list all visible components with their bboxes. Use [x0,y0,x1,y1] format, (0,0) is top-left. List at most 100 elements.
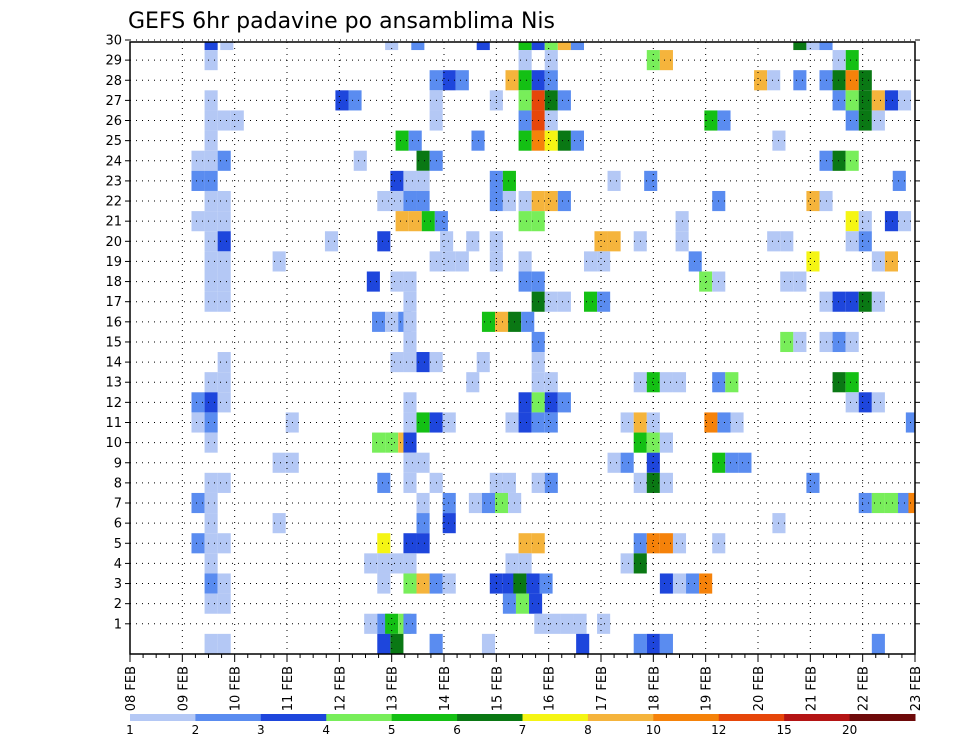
heatmap-cell [767,70,781,91]
heatmap-cell [403,432,417,453]
colorbar-label: 10 [646,723,661,737]
heatmap-cell [560,613,574,634]
heatmap-cell [390,190,404,212]
heatmap-cell [191,492,205,514]
heatmap-cell [502,472,516,493]
colorbar-label: 6 [453,723,461,737]
heatmap-cell [659,432,673,453]
colorbar-swatch [784,714,851,721]
heatmap-cell [481,633,496,654]
heatmap-cell [220,42,234,51]
heatmap-cell [395,130,409,151]
heatmap-cell [780,331,794,353]
heatmap-cell [191,170,205,191]
heatmap-cell [481,311,496,332]
heatmap-cell [217,231,231,252]
heatmap-cell [416,533,430,554]
heatmap-cell [217,251,231,272]
heatmap-cell [892,170,906,191]
heatmap-cell [583,291,598,312]
heatmap-cell [421,211,435,232]
heatmap-cell [502,593,516,614]
heatmap-cell [390,352,404,373]
heatmap-cell [620,553,634,574]
heatmap-cell [403,533,417,554]
heatmap-cell [576,633,590,654]
heatmap-cell [597,291,611,312]
heatmap-cell [544,42,558,51]
heatmap-cell [191,392,205,413]
heatmap-cell [416,492,430,514]
heatmap-cell [204,110,218,131]
heatmap-cell [204,472,218,493]
heatmap-cell [659,573,673,594]
heatmap-cell [416,412,430,433]
heatmap-cell [659,633,673,654]
heatmap-cell [495,311,509,332]
heatmap-cell [204,150,218,171]
heatmap-cell [659,50,673,71]
heatmap-cell [217,392,231,413]
heatmap-cell [416,170,430,191]
heatmap-cell [442,573,456,594]
heatmap-cell [515,593,530,614]
heatmap-cell [353,150,367,171]
x-tick-label: 12 FEB [333,666,348,711]
y-tick-label: 20 [105,235,122,250]
heatmap-cell [544,190,558,212]
heatmap-cell [570,42,584,51]
heatmap-cell [416,150,430,171]
heatmap-cell [738,452,752,473]
x-tick-label: 09 FEB [176,666,191,711]
heatmap-cell [403,352,417,373]
heatmap-cell [377,533,391,554]
y-tick-label: 12 [105,396,122,411]
heatmap-cell [704,110,718,131]
heatmap-cell [416,190,430,212]
heatmap-cell [204,372,218,393]
heatmap-cell [217,372,231,393]
heatmap-cell [725,452,739,473]
y-tick-label: 25 [105,134,122,149]
heatmap-cell [495,492,509,514]
heatmap-cell [390,170,404,191]
heatmap-cell [688,251,702,272]
heatmap-cell [884,90,898,111]
heatmap-cell [557,42,571,51]
heatmap-cell [529,593,543,614]
colorbar-swatch [849,714,916,721]
heatmap-cell [845,291,859,312]
y-tick-label: 3 [114,577,122,592]
heatmap-cell [390,271,404,292]
heatmap-cell [505,412,519,433]
heatmap-cell [403,452,417,473]
heatmap-cell [272,251,286,272]
heatmap-cell [858,492,872,514]
y-tick-label: 24 [105,154,122,169]
heatmap-cell [725,372,739,393]
heatmap-cell [544,412,558,433]
heatmap-cell [204,170,218,191]
x-tick-label: 16 FEB [543,666,558,711]
heatmap-cell [403,291,417,312]
heatmap-cell [217,533,231,554]
heatmap-cell [908,492,915,514]
heatmap-cell [411,42,425,51]
heatmap-cell [502,573,516,594]
heatmap-cell [416,513,430,534]
heatmap-cell [832,70,846,91]
heatmap-cell [832,291,846,312]
heatmap-cell [217,352,231,373]
colorbar-label: 2 [192,723,200,737]
heatmap-cell [204,130,218,151]
heatmap-cell [672,533,687,554]
heatmap-cell [217,472,231,493]
heatmap-cell [646,412,660,433]
heatmap-cell [416,452,430,473]
colorbar-swatch [457,714,523,721]
heatmap-cell [403,553,417,574]
heatmap-cell [403,392,417,413]
x-tick-label: 18 FEB [647,666,662,711]
chart-title: GEFS 6hr padavine po ansamblima Nis [128,9,555,34]
heatmap-cell [204,291,218,312]
